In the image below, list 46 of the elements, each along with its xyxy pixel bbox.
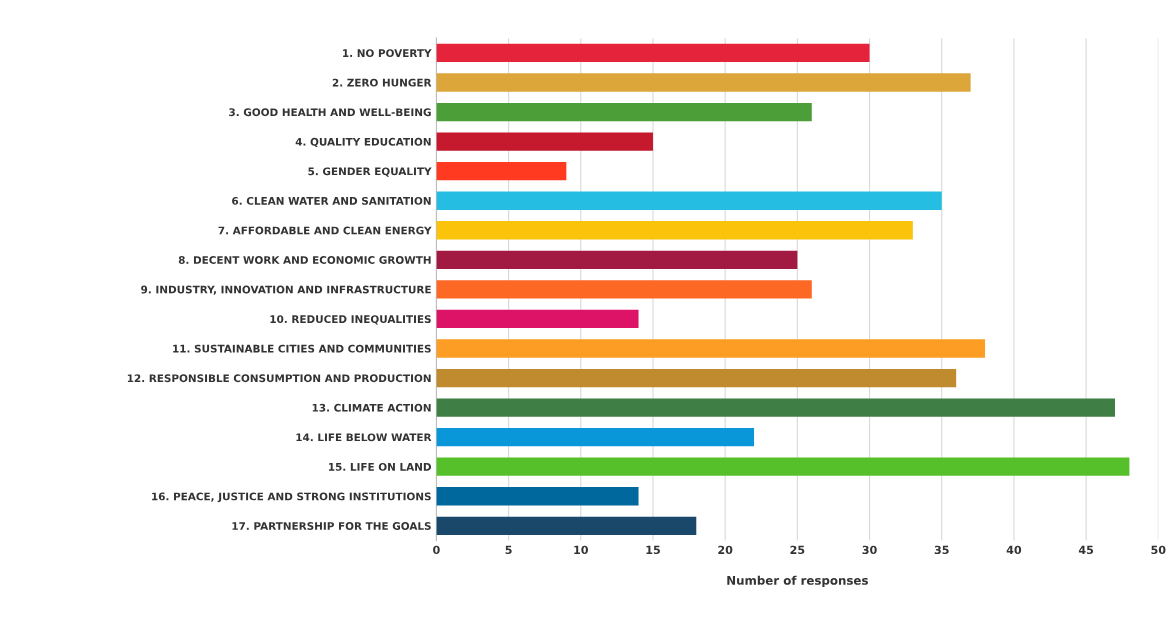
y-tick-label: 5. GENDER EQUALITY [308, 167, 432, 177]
bar [436, 250, 798, 269]
y-tick-label: 7. AFFORDABLE AND CLEAN ENERGY [218, 226, 432, 235]
x-tick-label: 30 [862, 545, 877, 555]
x-tick-label: 35 [934, 545, 949, 555]
y-tick-label: 11. SUSTAINABLE CITIES AND COMMUNITIES [173, 344, 431, 353]
x-tick-label: 40 [1006, 545, 1022, 555]
y-tick-label: 9. INDUSTRY, INNOVATION AND INFRASTRUCTURE [141, 285, 431, 295]
bar [436, 339, 986, 358]
x-tick-label: 15 [646, 545, 660, 555]
y-tick-label: 3. GOOD HEALTH AND WELL-BEING [229, 108, 431, 117]
y-tick-label: 13. CLIMATE ACTION [312, 403, 431, 412]
y-tick-label: 4. QUALITY EDUCATION [295, 137, 431, 148]
bar [436, 457, 1130, 476]
bar [436, 221, 913, 240]
bar [436, 43, 870, 63]
x-tick-label: 45 [1078, 545, 1094, 555]
bar [436, 309, 639, 329]
y-tick-label: 16. PEACE, JUSTICE AND STRONG INSTITUTIONS [152, 492, 431, 503]
bar [436, 516, 697, 535]
y-tick-label: 8. DECENT WORK AND ECONOMIC GROWTH [178, 256, 431, 264]
x-tick-label: 0 [433, 545, 440, 555]
bar [436, 368, 957, 388]
x-tick-label: 5 [505, 545, 512, 555]
y-tick-label: 2. ZERO HUNGER [332, 78, 432, 87]
y-tick-label: 12. RESPONSIBLE CONSUMPTION AND PRODUCTION [127, 374, 431, 383]
bar [436, 398, 1115, 417]
bar [436, 132, 653, 151]
x-tick-label: 20 [718, 545, 733, 555]
x-axis-title: Number of responses [727, 575, 868, 588]
bar [436, 191, 942, 210]
x-tick-label: 50 [1151, 545, 1166, 555]
bar [436, 427, 755, 447]
bar [436, 102, 812, 122]
y-tick-label: 15. LIFE ON LAND [329, 462, 432, 471]
y-tick-label: 17. PARTNERSHIP FOR THE GOALS [232, 522, 431, 530]
bar [436, 73, 971, 92]
y-tick-label: 1. NO POVERTY [343, 49, 432, 58]
y-tick-label: 10. REDUCED INEQUALITIES [270, 315, 431, 325]
bar [436, 487, 639, 506]
y-tick-label: 6. CLEAN WATER AND SANITATION [232, 196, 431, 205]
x-tick-label: 10 [574, 545, 588, 555]
bar [436, 280, 812, 299]
x-tick-label: 25 [790, 545, 805, 555]
bar [436, 162, 567, 181]
y-tick-label: 14. LIFE BELOW WATER [296, 433, 432, 442]
